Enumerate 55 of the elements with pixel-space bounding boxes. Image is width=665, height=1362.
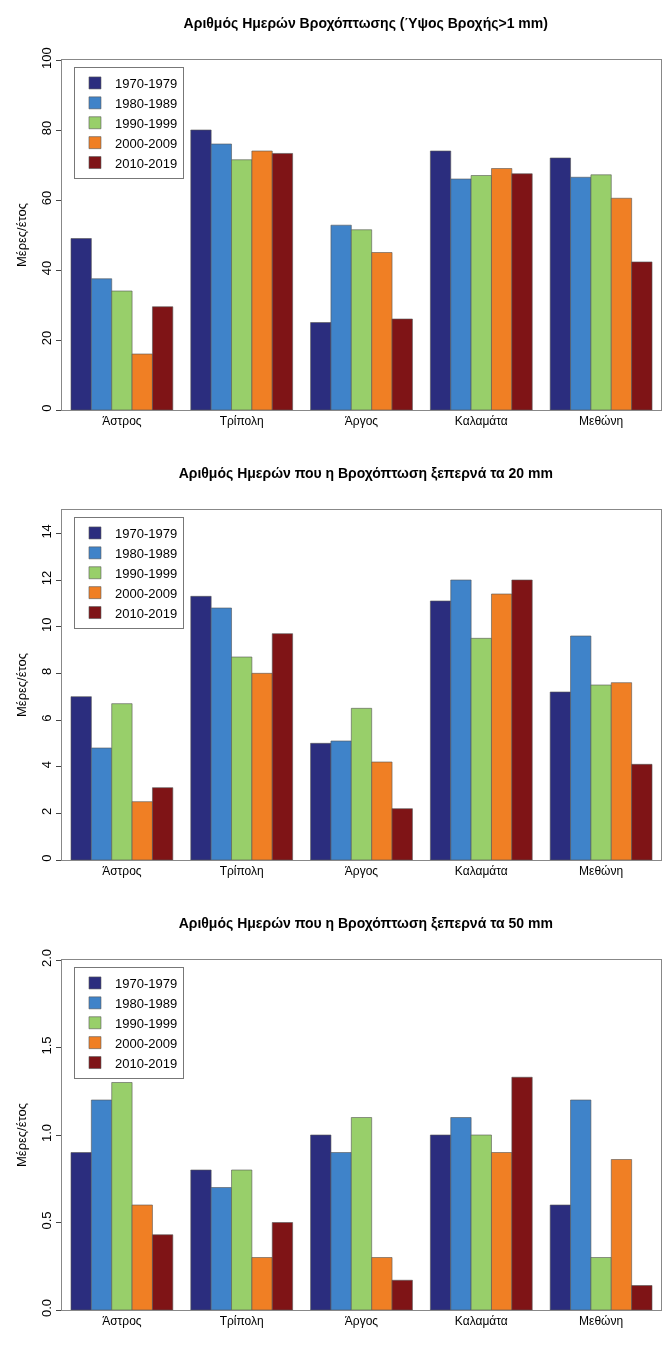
legend-label: 1990-1999 <box>114 1015 178 1031</box>
y-tick-label: 6 <box>38 714 54 722</box>
y-tick-label: 4 <box>38 761 54 769</box>
y-tick-label: 60 <box>38 190 54 206</box>
legend-label: 1980-1989 <box>114 545 178 561</box>
x-tick-label: Τρίπολη <box>219 864 264 879</box>
chart-title: Αριθμός Ημερών που η Βροχόπτωση ξεπερνά τα 20 mm <box>178 464 553 481</box>
legend-label: 2000-2009 <box>114 1035 178 1051</box>
y-tick-label: 2.0 <box>38 949 54 968</box>
y-tick-label: 100 <box>38 47 54 69</box>
legend-label: 1970-1979 <box>114 526 178 542</box>
legend-label: 1990-1999 <box>114 115 178 131</box>
x-tick-label: Άργος <box>344 864 379 879</box>
x-tick-label: Τρίπολη <box>219 1314 264 1329</box>
legend-label: 1980-1989 <box>114 95 178 111</box>
y-axis-title: Μέρες/έτος <box>14 653 29 717</box>
y-tick-label: 12 <box>38 570 54 586</box>
legend-label: 2000-2009 <box>114 585 178 601</box>
x-tick-label: Άργος <box>344 414 379 429</box>
legend-label: 1970-1979 <box>114 976 178 992</box>
x-tick-label: Άργος <box>344 1314 379 1329</box>
legend-label: 1970-1979 <box>114 76 178 92</box>
legend-label: 2010-2019 <box>114 605 178 621</box>
x-tick-label: Μεθώνη <box>579 864 624 879</box>
legend-label: 1990-1999 <box>114 565 178 581</box>
chart-title: Αριθμός Ημερών που η Βροχόπτωση ξεπερνά τα 50 mm <box>178 914 553 931</box>
y-tick-label: 80 <box>38 120 54 136</box>
y-tick-label: 0 <box>38 854 54 862</box>
legend-label: 2010-2019 <box>114 1055 178 1071</box>
y-axis-title: Μέρες/έτος <box>14 1103 29 1167</box>
chart-title: Αριθμός Ημερών Βροχόπτωσης (Ύψος Βροχής>1 mm) <box>183 14 548 31</box>
x-tick-label: Άστρος <box>102 414 142 429</box>
y-tick-label: 8 <box>38 667 54 675</box>
y-tick-label: 0 <box>38 404 54 412</box>
y-tick-label: 1.0 <box>38 1124 54 1143</box>
y-tick-label: 0.0 <box>38 1299 54 1318</box>
x-tick-label: Τρίπολη <box>219 414 264 429</box>
x-tick-label: Άστρος <box>102 864 142 879</box>
y-tick-label: 1.5 <box>38 1036 54 1055</box>
y-tick-label: 14 <box>38 524 54 539</box>
x-tick-label: Μεθώνη <box>579 414 624 429</box>
x-tick-label: Καλαμάτα <box>454 414 508 429</box>
legend-label: 2010-2019 <box>114 155 178 171</box>
legend-label: 1980-1989 <box>114 995 178 1011</box>
x-tick-label: Καλαμάτα <box>454 864 508 879</box>
y-tick-label: 40 <box>38 260 54 276</box>
x-tick-label: Άστρος <box>102 1314 142 1329</box>
y-axis-title: Μέρες/έτος <box>14 203 29 267</box>
x-tick-label: Μεθώνη <box>579 1314 624 1329</box>
y-tick-label: 0.5 <box>38 1211 54 1230</box>
legend-label: 2000-2009 <box>114 135 178 151</box>
y-tick-label: 10 <box>38 617 54 632</box>
y-tick-label: 20 <box>38 330 54 346</box>
x-tick-label: Καλαμάτα <box>454 1314 508 1329</box>
y-tick-label: 2 <box>38 807 54 815</box>
